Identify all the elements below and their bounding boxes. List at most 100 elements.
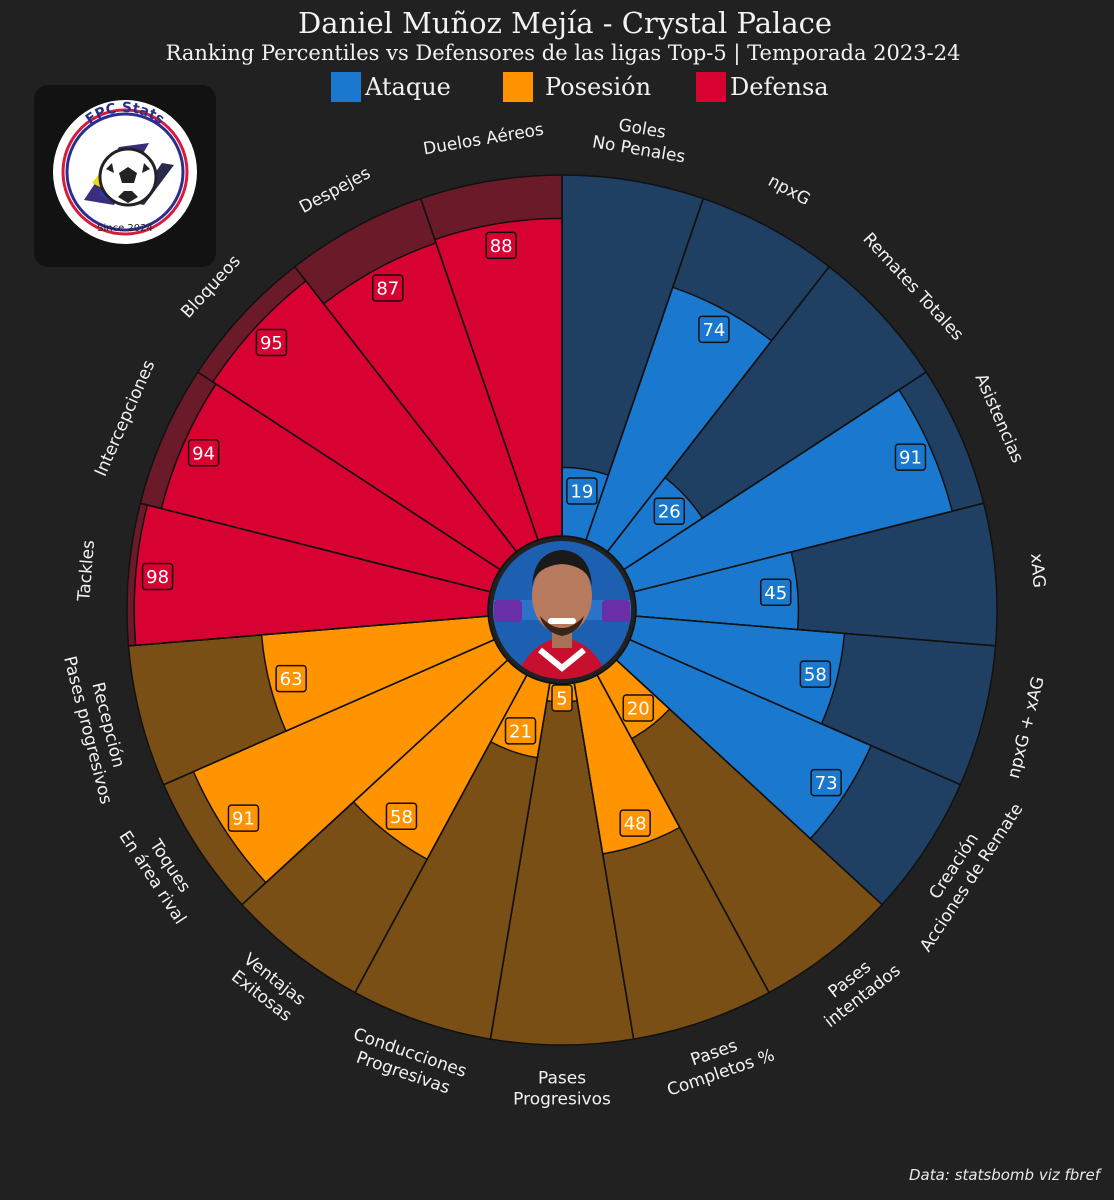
value-badge-ventajas-exitosas: 58 [385,802,418,831]
label-goles-no-penales: GolesNo Penales [591,112,690,168]
value-badge-box [275,664,307,693]
chart-title: Daniel Muñoz Mejía - Crystal Palace [297,6,833,40]
value-badge-tackles: 98 [141,562,174,591]
value-badge-box [485,231,517,260]
value-badge-box [759,578,792,607]
value-label: 94 [192,443,215,464]
label-intercepciones: Intercepciones [91,357,159,479]
slice-divider [420,198,539,541]
value-label: 19 [570,482,593,503]
legend: Ataque Posesión Defensa [0,70,1114,106]
data-credit: Data: statsbomb viz fbref [909,1166,1100,1184]
value-badge-bloqueos: 95 [255,328,288,357]
label-line: Pases [538,1069,586,1089]
value-badge-box [187,439,220,467]
slice-divider [294,266,518,553]
value-badge-npxg: 74 [698,315,730,344]
slice-divider [633,502,984,593]
label-recepcion-pases-progresivos: RecepciónPases progresivos [59,649,136,807]
fpc-stats-logo: FPC Stats Since 2024 [34,85,216,267]
slice-toques-en-area-rival [192,638,509,884]
value-badge-pases-intentados: 20 [622,694,655,722]
value-badge-box [227,804,260,832]
value-badge-npxg-xag: 58 [799,660,832,688]
value-badge-despejes: 87 [372,274,404,302]
legend-swatch-posesion [503,72,533,102]
label-line: xAG [1026,553,1049,589]
legend-label-posesion: Posesión [545,73,652,101]
label-xag: xAG [1026,553,1049,589]
value-badge-box [551,684,573,712]
legend-item-ataque: Ataque [331,70,451,104]
value-label: 21 [509,721,532,742]
value-label: 98 [146,567,169,588]
legend-item-defensa: Defensa [696,70,829,104]
value-label: 20 [627,699,650,720]
value-label: 58 [804,665,827,686]
value-badge-goles-no-penales: 19 [566,477,598,505]
value-badge-duelos-aereos: 88 [485,231,517,260]
value-badge-conducciones-progresivas: 21 [504,717,537,745]
slice-divider [573,682,635,1040]
label-npxg-xag: npxG + xAG [1004,675,1049,781]
value-badge-box [653,497,686,525]
legend-swatch-defensa [696,72,726,102]
value-label: 91 [232,809,255,830]
slice-divider [197,371,501,571]
value-label: 48 [624,814,647,835]
value-badge-box [619,809,651,837]
slice-divider [140,502,491,593]
value-badge-remates-totales: 26 [653,497,686,525]
label-ventajas-exitosas: VentajasExitosas [227,950,310,1027]
soccer-ball-icon: FPC Stats Since 2024 [53,100,197,244]
value-badge-creacion-acciones-de-remate: 73 [810,768,842,797]
value-badge-toques-en-area-rival: 91 [227,804,260,832]
legend-item-posesion: Posesión [503,70,651,104]
label-line: Progresivos [513,1090,611,1110]
label-line: npxG [765,171,814,210]
value-label: 74 [702,320,725,341]
slice-divider [606,266,830,553]
label-line: Asistencias [971,371,1028,466]
slice-tackles [133,504,492,647]
value-badge-pases-completos: 48 [619,809,651,837]
slice-divider [354,674,528,993]
pizza-value-labels: 19 74 26 91 45 58 73 20 48 5 21 58 91 63 98 94 95 87 88 [141,231,927,837]
value-badge-box [566,477,598,505]
slice-bloqueos [211,279,518,571]
label-despejes: Despejes [296,163,374,218]
value-badge-box [622,694,655,722]
value-badge-box [810,768,842,797]
value-badge-xag: 45 [759,578,792,607]
slice-divider [635,615,996,647]
logo-bottom-text: Since 2024 [97,223,153,234]
legend-label-defensa: Defensa [730,73,829,101]
value-label: 87 [376,279,399,300]
slice-duelos-aereos [433,217,563,541]
chart-subtitle: Ranking Percentiles vs Defensores de las… [165,41,961,65]
slice-divider [128,615,489,647]
legend-swatch-ataque [331,72,361,102]
value-badge-box [255,328,288,357]
value-badge-pases-progresivos: 5 [551,684,573,712]
value-badge-box [372,274,404,302]
label-tackles: Tackles [74,539,99,603]
value-label: 63 [280,669,303,690]
label-asistencias: Asistencias [971,371,1028,466]
value-badge-recepcion-pases-progresivos: 63 [275,664,307,693]
value-label: 5 [556,689,567,710]
slice-divider [163,639,495,786]
label-conducciones-progresivas: ConduccionesProgresivas [344,1024,470,1101]
value-label: 73 [815,773,838,794]
label-duelos-aereos: Duelos Aéreos [422,120,546,160]
slice-intercepciones [160,382,502,593]
label-line: Duelos Aéreos [422,120,546,160]
value-label: 95 [260,333,283,354]
value-label: 26 [658,502,681,523]
slice-divider [585,198,704,541]
slice-recepcion-pases-progresivos [260,615,496,733]
label-pases-progresivos: Pases Progresivos [513,1069,611,1110]
pizza-dividers [128,175,996,1040]
slice-divider [623,371,927,571]
slice-despejes [322,242,539,553]
